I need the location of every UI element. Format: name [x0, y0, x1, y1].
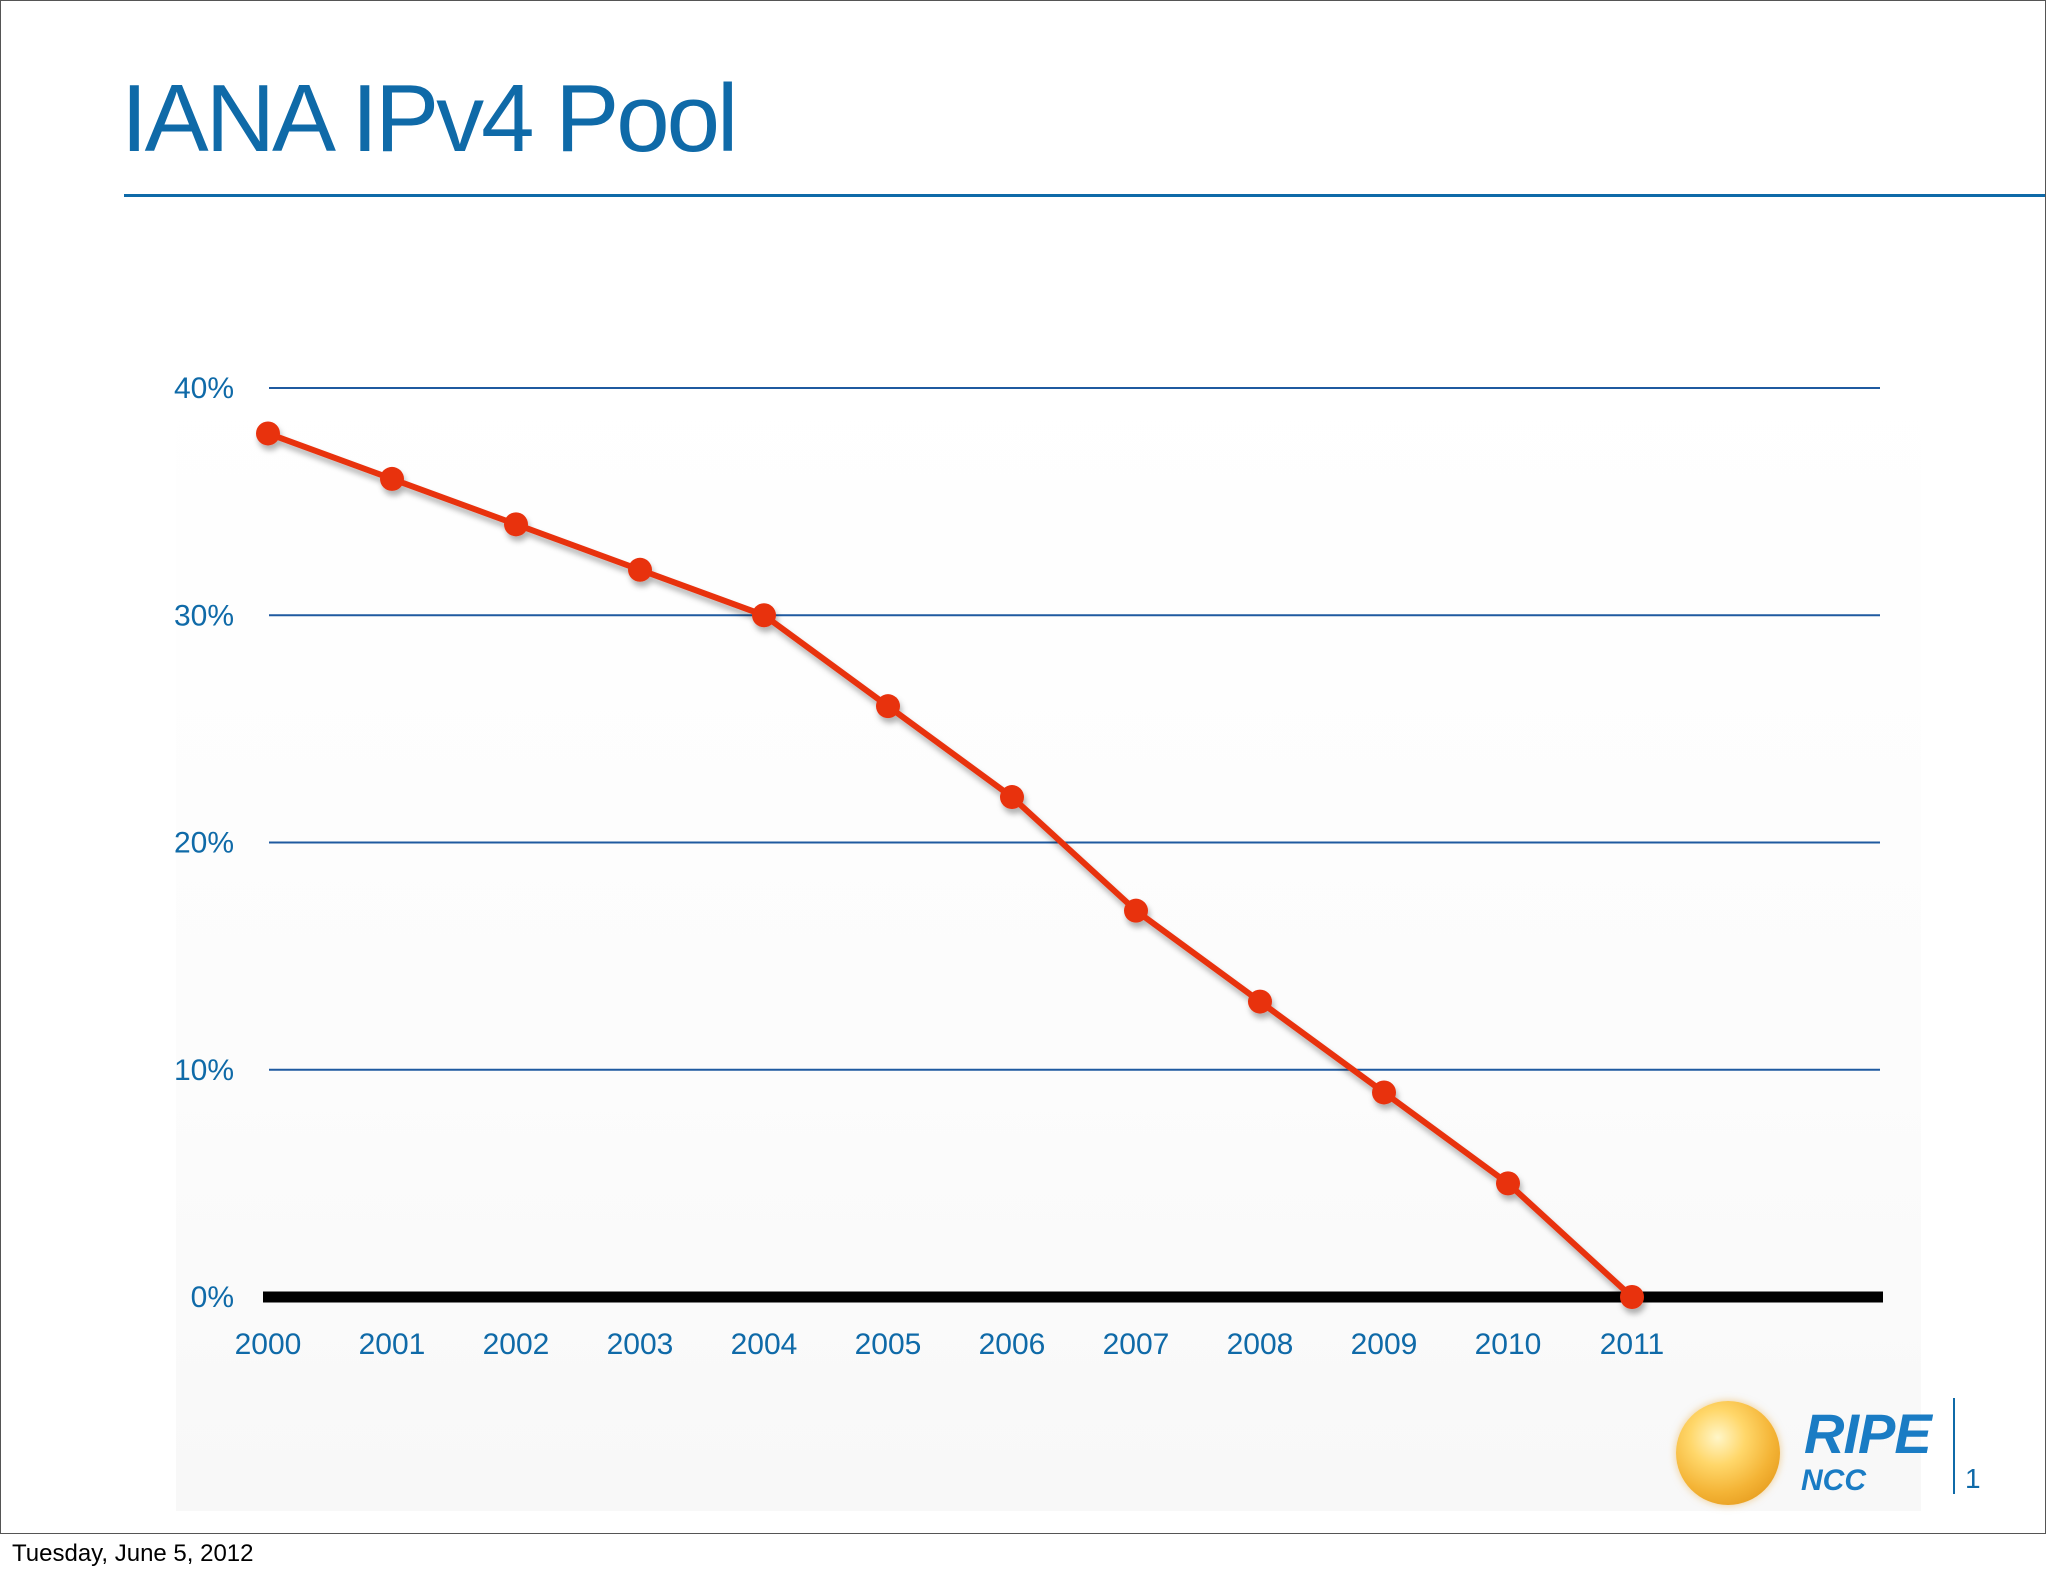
series-layer: [256, 421, 1644, 1309]
x-axis-labels: 2000 2001 2002 2003 2004 2005 2006 2007 2008 2009…: [235, 1328, 1665, 1361]
data-point: [1248, 989, 1272, 1014]
x-tick-label: 2007: [1103, 1328, 1170, 1361]
x-tick-label: 2011: [1600, 1328, 1665, 1361]
x-tick-label: 2010: [1475, 1328, 1542, 1361]
globe-icon: [1676, 1401, 1780, 1505]
y-tick-label: 40%: [174, 372, 234, 405]
x-tick-label: 2008: [1227, 1328, 1294, 1361]
series-line: [265, 430, 1635, 1300]
logo-divider: [1953, 1398, 1955, 1494]
data-point: [1124, 898, 1148, 923]
x-tick-label: 2003: [607, 1328, 674, 1361]
data-point: [504, 512, 528, 537]
logo-ripe-text: RIPE: [1804, 1402, 1932, 1465]
footer-date: Tuesday, June 5, 2012: [12, 1540, 254, 1567]
chart-background: [176, 361, 1921, 1511]
y-axis-labels: 0% 10% 20% 30% 40%: [174, 372, 234, 1314]
x-tick-label: 2009: [1351, 1328, 1418, 1361]
data-point: [752, 603, 776, 628]
data-point: [1000, 785, 1024, 810]
data-point: [1372, 1080, 1396, 1105]
page-number: 1: [1965, 1463, 1981, 1494]
data-point: [1620, 1285, 1644, 1309]
x-tick-label: 2001: [359, 1328, 426, 1361]
slide: IANA IPv4 Pool 0% 10% 20% 30% 40% 2000 2001 20…: [0, 0, 2046, 1534]
x-tick-label: 2002: [483, 1328, 550, 1361]
x-tick-label: 2004: [731, 1328, 798, 1361]
logo-ncc-text: NCC: [1801, 1464, 1866, 1497]
slide-title: IANA IPv4 Pool: [121, 65, 738, 172]
x-tick-label: 2006: [979, 1328, 1046, 1361]
ripe-ncc-logo: RIPE NCC: [1676, 1396, 1932, 1506]
y-tick-label: 0%: [191, 1281, 234, 1314]
y-tick-label: 30%: [174, 599, 234, 632]
y-tick-label: 20%: [174, 827, 234, 860]
data-point: [256, 421, 280, 446]
gridlines: [263, 387, 1883, 1303]
data-point: [876, 694, 900, 719]
x-tick-label: 2005: [855, 1328, 922, 1361]
line-chart: 0%10%20%30%40% 2000 2001 2002 2003 2004 2005 2…: [174, 372, 1883, 1361]
data-point: [628, 557, 652, 582]
x-tick-label: 2000: [235, 1328, 302, 1361]
title-underline: [124, 194, 2045, 197]
y-tick-label: 10%: [174, 1054, 234, 1087]
data-point: [380, 466, 404, 491]
data-point: [1496, 1171, 1520, 1196]
